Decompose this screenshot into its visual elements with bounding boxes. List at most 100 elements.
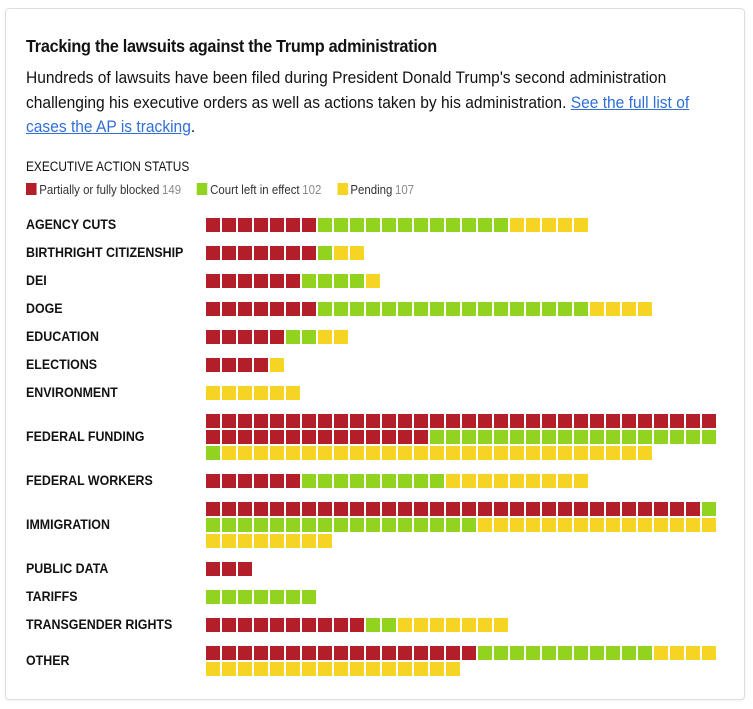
waffle-square-pending [334, 246, 348, 260]
waffle-square-blocked [270, 618, 284, 632]
waffle-square-pending [542, 218, 556, 232]
waffle-square-blocked [270, 274, 284, 288]
waffle-square-in-effect [334, 302, 348, 316]
waffle-square-in-effect [494, 218, 508, 232]
waffle-square-pending [446, 662, 460, 676]
waffle-square-pending [398, 662, 412, 676]
waffle-square-in-effect [270, 518, 284, 532]
waffle-square-pending [558, 474, 572, 488]
waffle-square-blocked [622, 414, 636, 428]
waffle-square-blocked [238, 474, 252, 488]
row-label: OTHER [26, 653, 70, 668]
waffle-square-blocked [430, 414, 444, 428]
waffle-square-blocked [606, 502, 620, 516]
waffle-square-in-effect [254, 590, 268, 604]
waffle-square-pending [238, 662, 252, 676]
waffle-square-pending [206, 662, 220, 676]
waffle-square-pending [254, 662, 268, 676]
waffle-square-blocked [542, 502, 556, 516]
waffle-square-blocked [654, 502, 668, 516]
waffle-square-in-effect [350, 274, 364, 288]
waffle-square-pending [574, 474, 588, 488]
waffle-square-blocked [542, 414, 556, 428]
waffle-square-blocked [606, 414, 620, 428]
waffle-square-in-effect [478, 646, 492, 660]
waffle-square-pending [574, 518, 588, 532]
waffle-square-pending [558, 446, 572, 460]
waffle-square-in-effect [574, 646, 588, 660]
waffle-square-blocked [206, 274, 220, 288]
chart-subtitle: Hundreds of lawsuits have been filed dur… [26, 66, 721, 140]
waffle-square-in-effect [318, 302, 332, 316]
waffle-square-blocked [366, 646, 380, 660]
waffle-square-blocked [206, 358, 220, 372]
waffle-square-blocked [254, 474, 268, 488]
waffle-square-blocked [222, 302, 236, 316]
legend-count: 149 [162, 181, 182, 197]
waffle-square-pending [606, 446, 620, 460]
waffle-square-pending [510, 446, 524, 460]
waffle-square-blocked [270, 430, 284, 444]
waffle-square-blocked [382, 430, 396, 444]
waffle-square-blocked [254, 274, 268, 288]
waffle-square-in-effect [382, 218, 396, 232]
waffle-square-in-effect [478, 302, 492, 316]
waffle-square-in-effect [366, 474, 380, 488]
waffle-square-blocked [590, 502, 604, 516]
waffle-square-in-effect [350, 218, 364, 232]
waffle-square-pending [574, 218, 588, 232]
waffle-square-pending [270, 358, 284, 372]
row-label: TRANSGENDER RIGHTS [26, 617, 173, 632]
waffle-square-in-effect [462, 430, 476, 444]
waffle-square-blocked [222, 474, 236, 488]
legend: Partially or fully blocked 149 Court lef… [26, 181, 430, 197]
waffle-square-blocked [206, 562, 220, 576]
waffle-square-pending [318, 446, 332, 460]
full-list-link[interactable]: See the full list of cases the AP is tra… [26, 92, 690, 137]
waffle-square-in-effect [446, 430, 460, 444]
waffle-square-blocked [462, 646, 476, 660]
waffle-square-pending [286, 446, 300, 460]
waffle-square-blocked [222, 430, 236, 444]
waffle-square-in-effect [334, 474, 348, 488]
waffle-square-in-effect [430, 218, 444, 232]
waffle-square-blocked [222, 246, 236, 260]
waffle-square-pending [318, 662, 332, 676]
waffle-square-pending [302, 662, 316, 676]
waffle-square-blocked [382, 646, 396, 660]
waffle-square-in-effect [318, 274, 332, 288]
waffle-square-pending [526, 518, 540, 532]
waffle-square-in-effect [318, 246, 332, 260]
waffle-square-in-effect [318, 474, 332, 488]
waffle-square-pending [590, 302, 604, 316]
waffle-square-pending [414, 618, 428, 632]
waffle-square-pending [574, 446, 588, 460]
waffle-square-blocked [286, 474, 300, 488]
waffle-square-in-effect [206, 446, 220, 460]
waffle-square-blocked [574, 502, 588, 516]
waffle-square-in-effect [318, 218, 332, 232]
waffle-square-in-effect [366, 302, 380, 316]
waffle-square-blocked [286, 502, 300, 516]
waffle-square-pending [270, 386, 284, 400]
waffle-square-blocked [222, 646, 236, 660]
waffle-square-blocked [334, 430, 348, 444]
waffle-square-blocked [238, 302, 252, 316]
waffle-square-blocked [670, 502, 684, 516]
waffle-square-blocked [206, 474, 220, 488]
waffle-square-blocked [238, 218, 252, 232]
waffle-square-blocked [206, 618, 220, 632]
waffle-square-pending [238, 534, 252, 548]
waffle-square-in-effect [334, 518, 348, 532]
row-label: DEI [26, 273, 47, 288]
waffle-square-in-effect [366, 518, 380, 532]
waffle-square-blocked [574, 414, 588, 428]
waffle-square-blocked [350, 618, 364, 632]
waffle-square-pending [334, 662, 348, 676]
waffle-square-in-effect [302, 590, 316, 604]
waffle-square-blocked [222, 502, 236, 516]
chart-title: Tracking the lawsuits against the Trump … [26, 36, 437, 56]
waffle-square-blocked [686, 502, 700, 516]
waffle-square-blocked [302, 502, 316, 516]
waffle-square-pending [494, 518, 508, 532]
